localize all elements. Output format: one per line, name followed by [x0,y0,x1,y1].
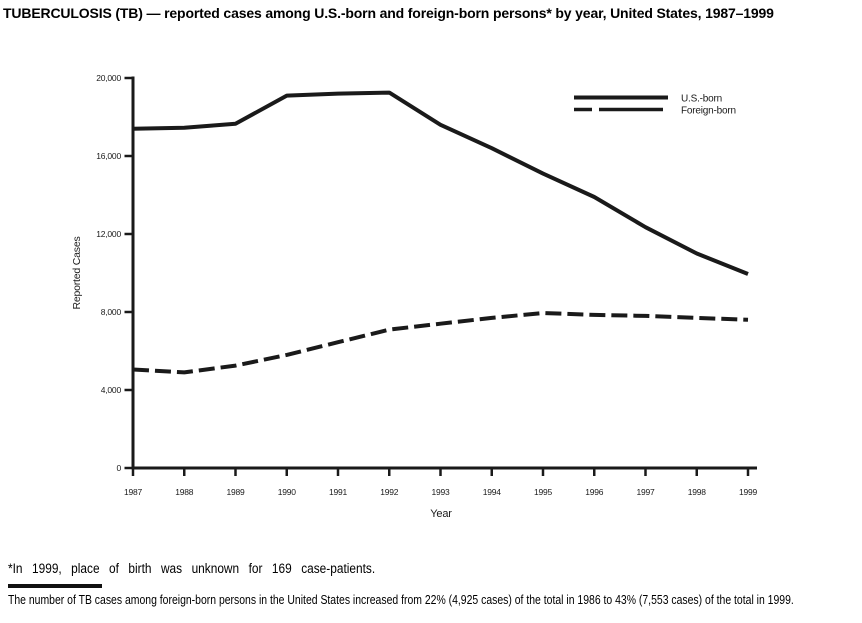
x-tick-label: 1991 [329,487,348,497]
y-tick-label: 8,000 [101,307,122,317]
x-tick-label: 1999 [739,487,758,497]
chart: 0 4,000 8,000 12,000 16,000 20,000 1987 1988 198… [71,73,758,520]
x-tick-label: 1993 [431,487,450,497]
y-tick-label: 0 [116,463,121,473]
x-tick-label: 1988 [175,487,194,497]
bottom-note-wrap: The number of TB cases among foreign-bor… [8,590,854,609]
x-tick-label: 1990 [278,487,297,497]
y-tick-label: 20,000 [96,73,121,83]
legend-label-us-born: U.S.-born [681,94,722,105]
x-tick-label: 1998 [688,487,707,497]
series-line-u-s-born [132,90,749,276]
x-tick-label: 1997 [636,487,655,497]
x-tick-label: 1995 [534,487,553,497]
y-tick-label: 4,000 [101,385,122,395]
y-axis-title: Reported Cases [71,236,83,309]
legend-label-foreign-born: Foreign-born [681,106,736,117]
bottom-note: The number of TB cases among foreign-bor… [8,592,794,607]
series-line-foreign-born [132,311,749,375]
x-axis-title: Year [430,508,452,520]
footnote-divider [8,584,102,588]
asterisk-footnote: *In 1999, place of birth was unknown for… [8,561,376,576]
x-tick-label: 1992 [380,487,399,497]
chart-canvas: 0 4,000 8,000 12,000 16,000 20,000 1987 1988 198… [71,73,758,520]
x-tick-label: 1994 [483,487,502,497]
x-tick-label: 1987 [124,487,143,497]
y-tick-label: 16,000 [96,151,121,161]
x-tick-label: 1996 [585,487,604,497]
figure-title: TUBERCULOSIS (TB) — reported cases among… [3,5,774,21]
y-tick-label: 12,000 [96,229,121,239]
x-tick-label: 1989 [226,487,245,497]
